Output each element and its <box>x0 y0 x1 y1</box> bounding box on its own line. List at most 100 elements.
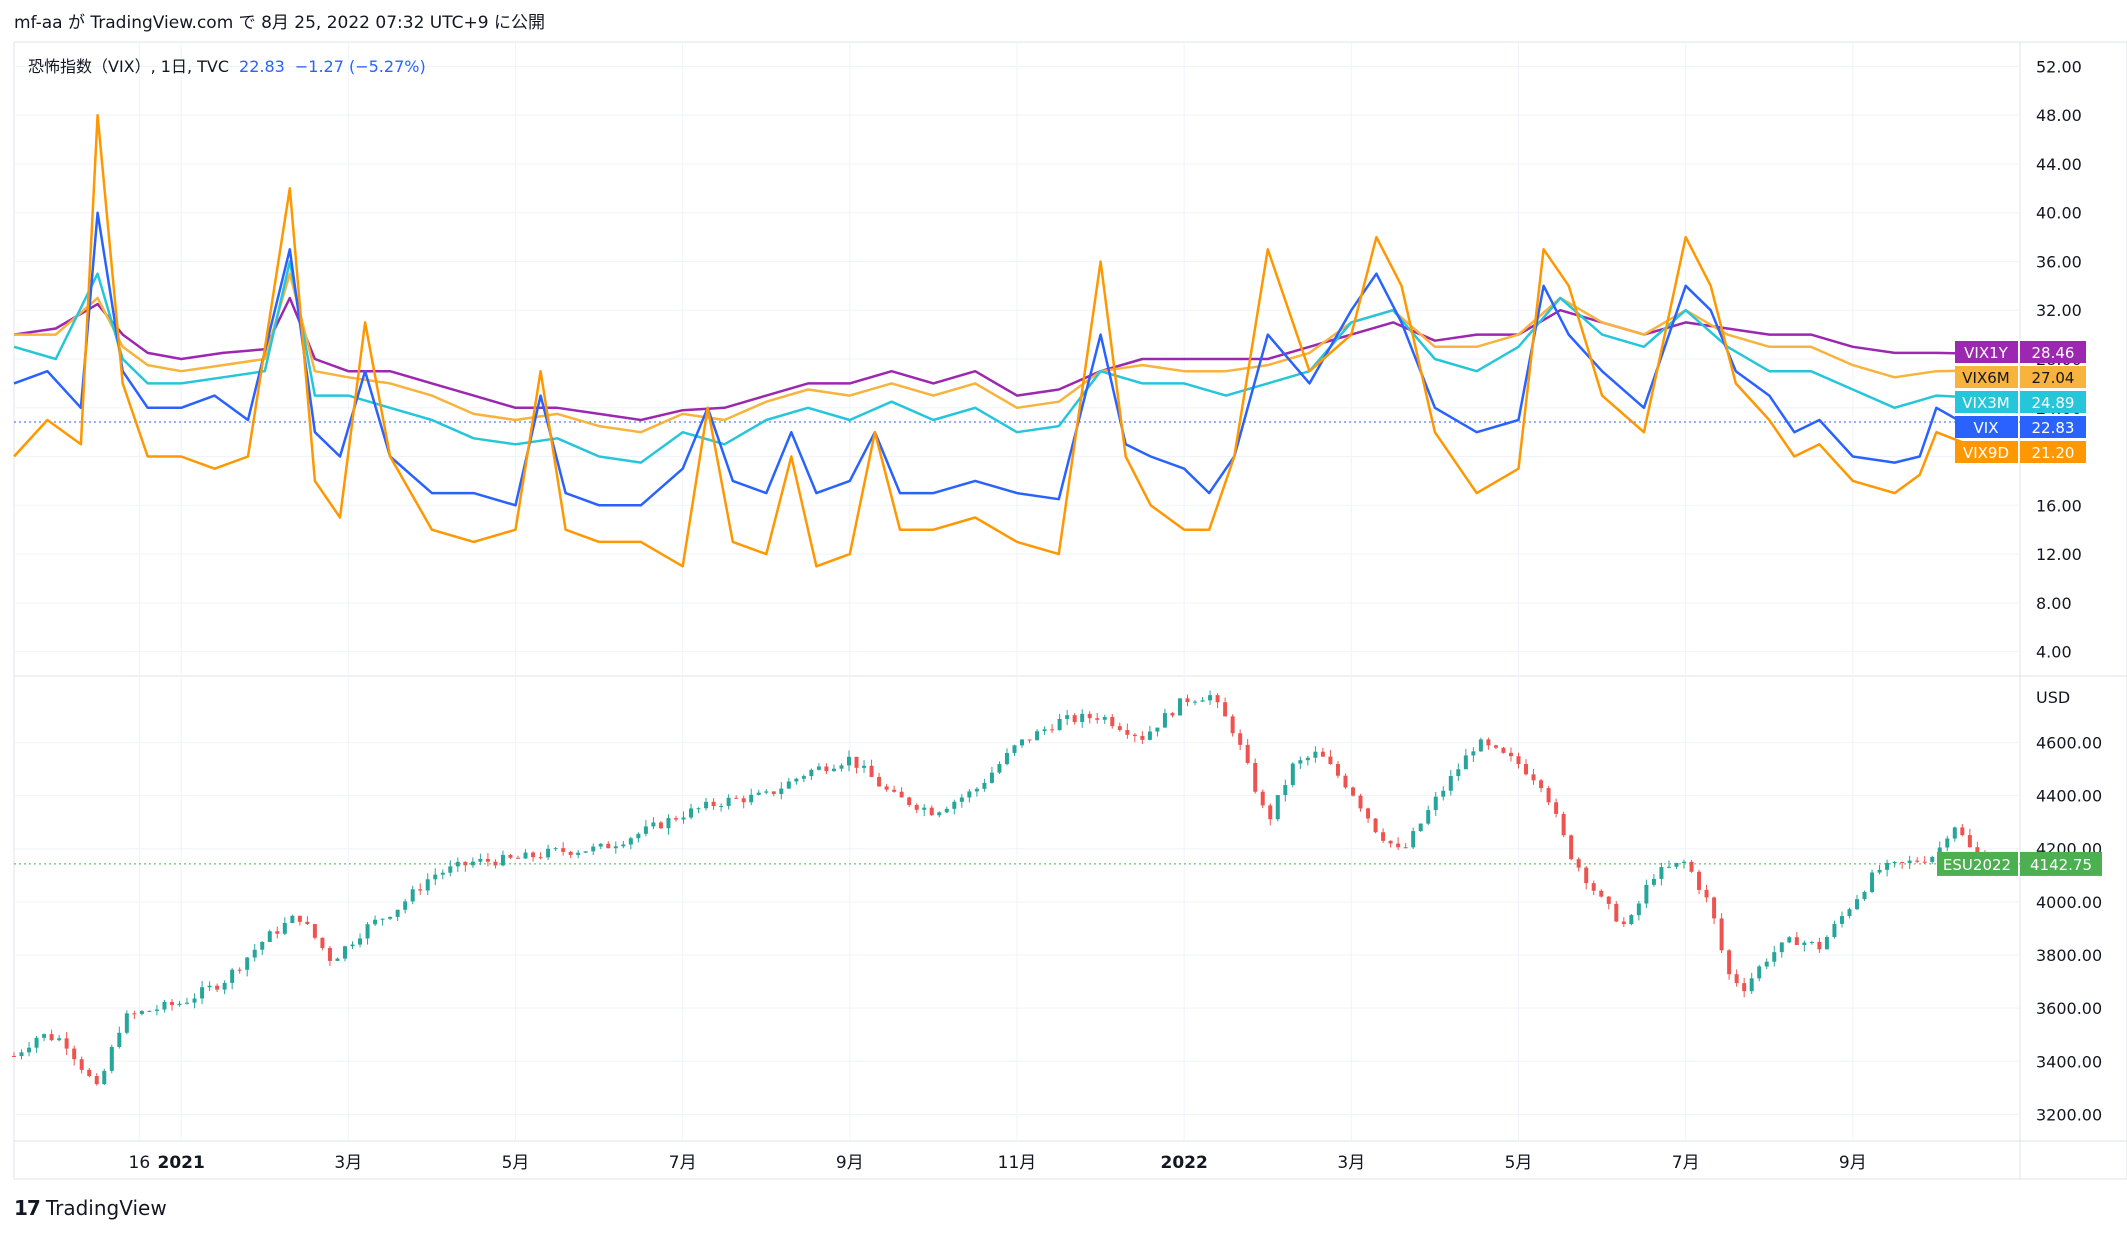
candle-body <box>1561 813 1566 836</box>
candle-body <box>19 1052 24 1057</box>
candle-body <box>1764 961 1769 967</box>
candle-body <box>1012 745 1017 753</box>
x-tick-label: 5月 <box>502 1153 530 1173</box>
candle-body <box>342 946 347 959</box>
chart-frame <box>13 41 2127 1180</box>
candle-body <box>1516 756 1521 764</box>
candle-body <box>1576 859 1581 868</box>
y-tick-label: 3400.00 <box>2036 1052 2102 1071</box>
candle-body <box>1170 713 1175 716</box>
candle-body <box>1531 774 1536 781</box>
candle-body <box>1125 729 1130 735</box>
y-tick-label: 52.00 <box>2036 57 2082 76</box>
series-name-tag <box>1955 391 2018 413</box>
candle-body <box>320 937 325 949</box>
candle-body <box>937 812 942 816</box>
candle-body <box>410 889 415 902</box>
candle-body <box>1952 827 1957 839</box>
series-name-label: VIX6M <box>1962 369 2009 387</box>
legend-value: 22.83 <box>239 57 285 76</box>
candle-body <box>531 852 536 858</box>
candle-body <box>305 921 310 925</box>
candle-body <box>1177 698 1182 716</box>
candle-body <box>1147 731 1152 740</box>
last-value-label: 24.89 <box>2032 394 2075 412</box>
candle-body <box>583 851 588 853</box>
candle-body <box>1328 756 1333 764</box>
y-tick-label: 4000.00 <box>2036 893 2102 912</box>
candle-body <box>1907 860 1912 863</box>
candle-body <box>1772 952 1777 962</box>
bottom-pane-grid <box>14 741 2020 1115</box>
candle-body <box>1110 717 1115 727</box>
candle-body <box>922 807 927 810</box>
candle-body <box>1463 755 1468 770</box>
candle-body <box>12 1055 16 1057</box>
candle-body <box>1862 892 1867 900</box>
candle-body <box>1651 878 1656 885</box>
y-tick-label: 3800.00 <box>2036 946 2102 965</box>
candle-body <box>215 985 220 990</box>
bottom-price-axis: 4600.004400.004200.004000.003800.003600.… <box>2036 733 2102 1124</box>
candle-body <box>967 791 972 798</box>
candle-body <box>974 788 979 792</box>
candle-body <box>1426 810 1431 824</box>
last-value-label: 4142.75 <box>2030 856 2092 874</box>
candle-body <box>117 1032 122 1047</box>
candle-body <box>1208 695 1213 701</box>
candle-body <box>576 852 581 855</box>
currency-unit-label: USD <box>2036 688 2070 707</box>
x-tick-label: 2022 <box>1161 1153 1208 1173</box>
series-name-tag <box>1955 366 2018 388</box>
candle-body <box>252 949 257 958</box>
candle-body <box>245 957 250 970</box>
y-tick-label: 12.00 <box>2036 545 2082 564</box>
candle-body <box>290 915 295 924</box>
candle-body <box>1283 785 1288 796</box>
candle-body <box>1035 731 1040 741</box>
candle-body <box>1456 769 1461 776</box>
candle-body <box>440 872 445 875</box>
candle-body <box>591 846 596 852</box>
candle-body <box>433 874 438 880</box>
candle-body <box>666 818 671 829</box>
candle-body <box>1004 752 1009 765</box>
candle-body <box>1057 718 1062 731</box>
candle-body <box>1832 923 1837 937</box>
candle-body <box>598 843 603 847</box>
candle-body <box>1824 936 1829 950</box>
candle-body <box>470 861 475 866</box>
candle-body <box>1749 978 1754 992</box>
candle-body <box>260 941 265 950</box>
candle-body <box>1870 872 1875 893</box>
candle-body <box>1967 835 1972 848</box>
candle-body <box>681 817 686 820</box>
y-tick-label: 4400.00 <box>2036 787 2102 806</box>
candle-body <box>27 1047 32 1053</box>
candle-body <box>771 791 776 794</box>
candle-body <box>1704 889 1709 898</box>
series-name-label: VIX3M <box>1962 394 2009 412</box>
candle-body <box>1922 861 1927 863</box>
candle-body <box>1621 921 1626 925</box>
candle-body <box>1742 983 1747 992</box>
candle-body <box>877 776 882 787</box>
candle-body <box>87 1069 92 1077</box>
candle-body <box>1050 729 1055 731</box>
candle-body <box>508 854 513 858</box>
chart-legend[interactable]: 恐怖指数（VIX）, 1日, TVC 22.83 −1.27 (−5.27%) <box>28 53 426 77</box>
candle-body <box>1636 903 1641 916</box>
candle-body <box>831 768 836 772</box>
y-tick-label: 44.00 <box>2036 155 2082 174</box>
candle-body <box>1697 871 1702 890</box>
candle-body <box>403 901 408 910</box>
series-line-vix9d <box>13 113 1962 568</box>
candle-body <box>1501 747 1506 753</box>
candle-body <box>794 778 799 782</box>
candle-body <box>94 1076 99 1085</box>
candle-body <box>124 1013 129 1033</box>
candle-body <box>282 923 287 934</box>
candle-body <box>1358 795 1363 809</box>
footer-brand[interactable]: 17 TradingView <box>14 1196 167 1220</box>
candle-body <box>816 766 821 770</box>
